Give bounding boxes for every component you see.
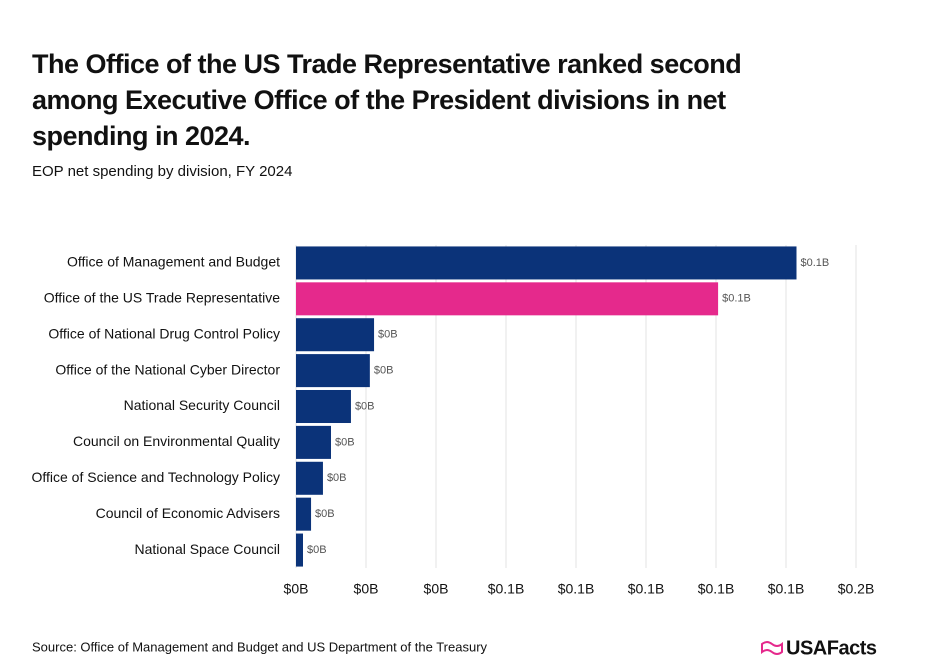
y-tick-label: Council on Environmental Quality [73,433,280,449]
brand: USAFacts [786,637,877,659]
y-tick-label: Office of National Drug Control Policy [48,325,280,341]
value-label: $0.1B [801,257,830,269]
value-label: $0.1B [722,293,751,305]
value-label: $0B [327,472,347,484]
y-tick-label: Office of Science and Technology Policy [31,469,280,485]
value-label: $0B [378,329,398,341]
bar [296,497,312,531]
value-label: $0B [374,365,394,377]
y-tick-label: Office of the National Cyber Director [55,361,280,377]
bar [296,461,323,495]
y-tick-label: National Security Council [124,397,280,413]
bar [296,246,797,280]
chart-subtitle: EOP net spending by division, FY 2024 [32,163,292,180]
x-tick-label: $0.1B [628,581,665,597]
bar [296,318,375,352]
x-tick-label: $0B [354,581,379,597]
x-tick-label: $0.1B [488,581,525,597]
bar [296,354,370,388]
x-tick-label: $0.1B [768,581,805,597]
y-tick-label: Office of the US Trade Representative [44,290,281,306]
bar [296,389,351,424]
y-tick-label: Council of Economic Advisers [96,505,280,521]
value-label: $0B [307,544,327,556]
source: Source: Office of Management and Budget … [32,639,488,654]
x-tick-label: $0B [284,581,309,597]
x-tick-label: $0B [424,581,449,597]
y-tick-label: Office of Management and Budget [67,254,280,270]
x-tick-label: $0.2B [838,581,875,597]
x-tick-label: $0.1B [698,581,735,597]
value-label: $0B [355,400,375,412]
bar [296,282,719,316]
logo-icon [761,641,783,655]
x-tick-label: $0.1B [558,581,595,597]
bar [296,425,331,459]
value-label: $0B [315,508,335,520]
y-tick-label: National Space Council [134,541,280,557]
chart-title: The Office of the US Trade Representativ… [32,49,748,151]
value-label: $0B [335,436,355,448]
bar [296,533,303,567]
